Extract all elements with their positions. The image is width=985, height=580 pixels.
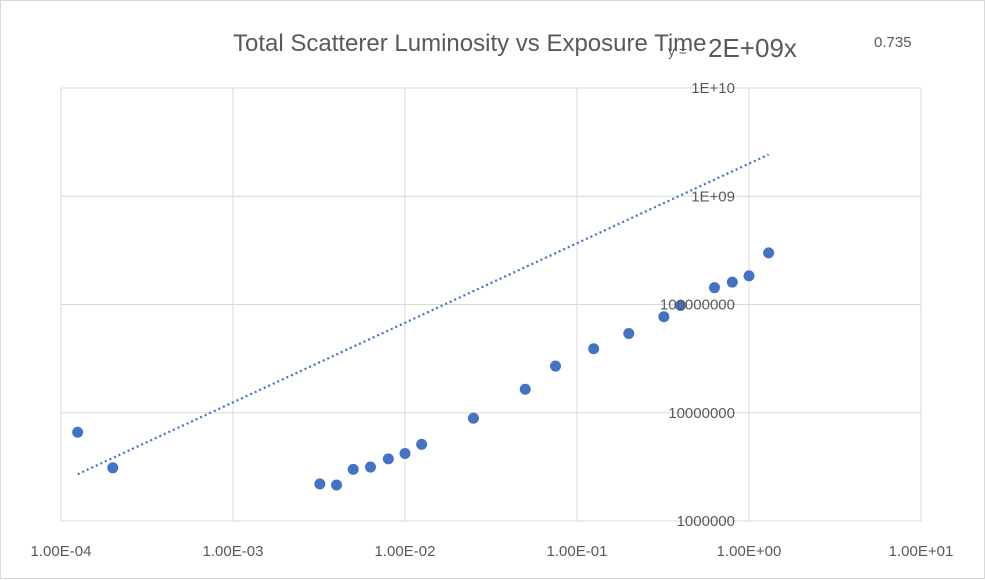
data-point (347, 463, 359, 475)
grid-layer (60, 87, 922, 522)
y-tick-label: 1E+10 (691, 80, 735, 97)
y-tick-label: 10000000 (668, 405, 735, 422)
x-tick-label: 1.00E-04 (31, 543, 92, 560)
data-point (675, 299, 687, 311)
x-tick-label: 1.00E-02 (375, 543, 436, 560)
tick-labels-layer: 1.00E-04 1.00E-03 1.00E-02 1.00E-01 1.00E+00… (31, 80, 954, 560)
data-point (743, 270, 755, 282)
data-point (416, 438, 428, 450)
data-point (107, 462, 119, 474)
data-point (588, 343, 600, 355)
data-point (399, 448, 411, 460)
x-tick-label: 1.00E-03 (203, 543, 264, 560)
data-point (72, 426, 84, 438)
y-tick-label: 100000000 (660, 297, 735, 314)
data-point (364, 461, 376, 473)
y-tick-label: 1E+09 (691, 188, 735, 205)
data-points-layer (72, 247, 775, 491)
chart-title: Total Scatterer Luminosity vs Exposure T… (233, 30, 707, 57)
x-tick-label: 1.00E-01 (547, 543, 608, 560)
data-point (382, 453, 394, 465)
x-tick-label: 1.00E+01 (889, 543, 954, 560)
data-point (519, 383, 531, 395)
data-point (623, 327, 635, 339)
data-point (467, 412, 479, 424)
trendline-equation-base: 2E+09x (708, 33, 797, 63)
data-point (726, 276, 738, 288)
data-point (763, 247, 775, 259)
data-point (658, 311, 670, 323)
trendline (77, 153, 770, 476)
trendline-equation-exponent: 0.735 (874, 34, 912, 51)
x-tick-label: 1.00E+00 (717, 543, 782, 560)
data-point (314, 478, 326, 490)
trendline-equation-prefix: y = (668, 43, 687, 59)
data-point (708, 282, 720, 294)
data-point (331, 479, 343, 491)
data-point (550, 360, 562, 372)
y-tick-label: 1000000 (677, 513, 735, 530)
trendline-layer (77, 153, 770, 476)
